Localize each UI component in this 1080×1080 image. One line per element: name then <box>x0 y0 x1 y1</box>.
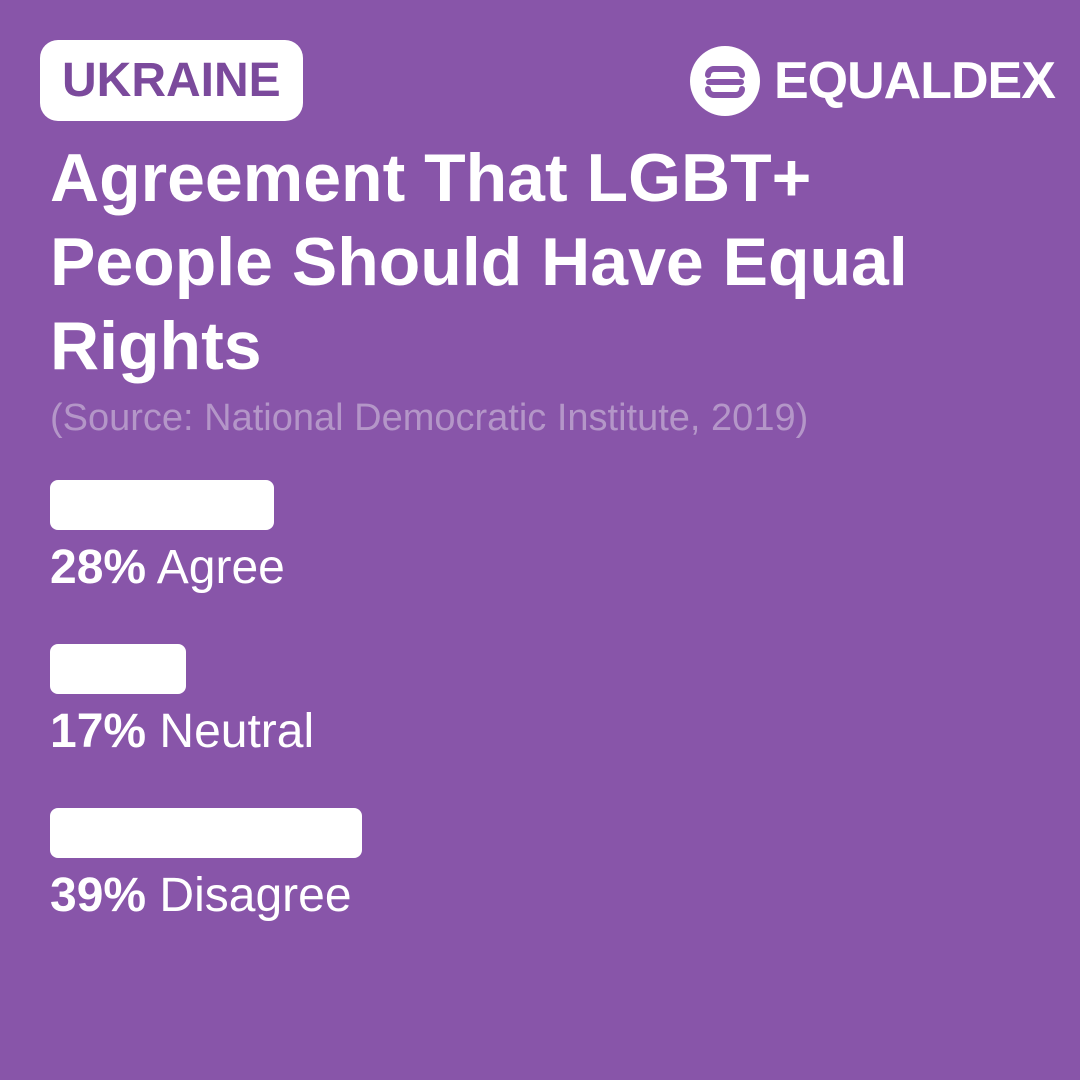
bar-category-label: Neutral <box>146 705 315 758</box>
bar-value-label: 17% <box>50 705 147 758</box>
bar-agree <box>50 480 274 530</box>
bar-category-label: Disagree <box>146 869 352 922</box>
brand-name: EQUALDEX <box>774 52 1056 110</box>
bar-row-agree: 28% Agree <box>50 480 1010 610</box>
equaldex-logo-icon <box>690 46 760 116</box>
chart-title: Agreement That LGBT+ People Should Have … <box>50 140 908 384</box>
bar-value-label: 39% <box>50 869 147 922</box>
chart-source: (Source: National Democratic Institute, … <box>50 397 809 439</box>
equaldex-logo[interactable]: EQUALDEX <box>690 46 1056 116</box>
bar-row-neutral: 17% Neutral <box>50 644 1010 774</box>
bar-row-disagree: 39% Disagree <box>50 808 1010 938</box>
bar-label-disagree: 39% Disagree <box>50 868 352 924</box>
bar-label-agree: 28% Agree <box>50 540 285 596</box>
country-badge: UKRAINE <box>40 40 303 121</box>
bar-neutral <box>50 644 186 694</box>
country-name: UKRAINE <box>62 54 281 107</box>
bar-value-label: 28% <box>50 541 147 594</box>
bar-label-neutral: 17% Neutral <box>50 704 314 760</box>
bar-category-label: Agree <box>146 541 285 594</box>
bar-disagree <box>50 808 362 858</box>
